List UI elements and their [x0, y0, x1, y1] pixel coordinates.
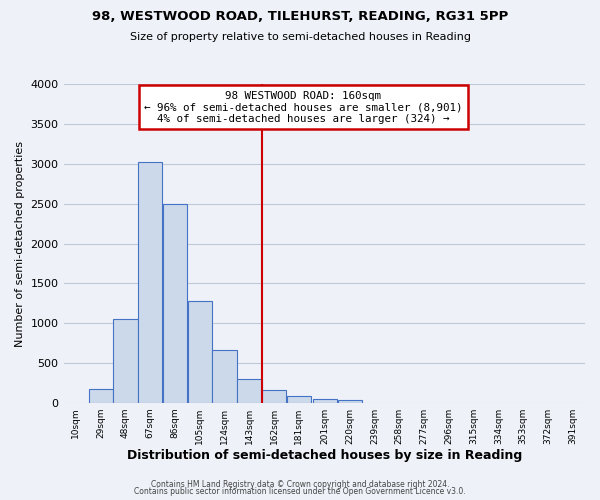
Text: 98, WESTWOOD ROAD, TILEHURST, READING, RG31 5PP: 98, WESTWOOD ROAD, TILEHURST, READING, R…	[92, 10, 508, 23]
Bar	[113, 319, 137, 402]
Bar	[138, 162, 163, 402]
Bar	[89, 389, 113, 402]
Bar	[262, 390, 286, 402]
Text: Size of property relative to semi-detached houses in Reading: Size of property relative to semi-detach…	[130, 32, 470, 42]
X-axis label: Distribution of semi-detached houses by size in Reading: Distribution of semi-detached houses by …	[127, 450, 522, 462]
Bar	[237, 379, 262, 402]
Text: Contains HM Land Registry data © Crown copyright and database right 2024.: Contains HM Land Registry data © Crown c…	[151, 480, 449, 489]
Bar	[163, 204, 187, 402]
Y-axis label: Number of semi-detached properties: Number of semi-detached properties	[15, 140, 25, 346]
Bar	[287, 396, 311, 402]
Bar	[188, 301, 212, 402]
Bar	[212, 350, 237, 403]
Text: 98 WESTWOOD ROAD: 160sqm
← 96% of semi-detached houses are smaller (8,901)
4% of: 98 WESTWOOD ROAD: 160sqm ← 96% of semi-d…	[144, 91, 463, 124]
Text: Contains public sector information licensed under the Open Government Licence v3: Contains public sector information licen…	[134, 487, 466, 496]
Bar	[338, 400, 362, 402]
Bar	[313, 398, 337, 402]
